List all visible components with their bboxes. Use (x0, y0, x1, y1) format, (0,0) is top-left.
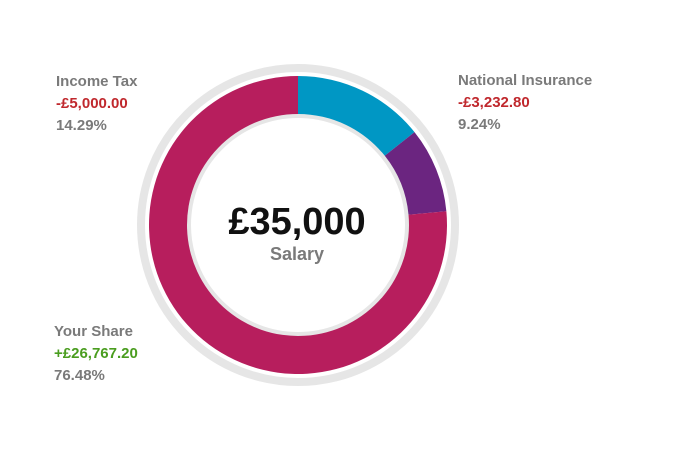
salary-amount: £35,000 (228, 201, 366, 243)
your-share-name: Your Share (54, 323, 133, 340)
salary-caption: Salary (269, 244, 325, 264)
your-share-amount: +£26,767.20 (54, 345, 138, 362)
donut-outer-ring (137, 64, 459, 386)
national-insurance-amount: -£3,232.80 (458, 94, 530, 111)
donut-center: £35,000 Salary (197, 200, 397, 264)
your-share-percent: 76.48% (54, 367, 105, 384)
donut-segment-income-tax (298, 76, 415, 156)
income-tax-name: Income Tax (56, 73, 138, 90)
income-tax-label: Income Tax -£5,000.00 14.29% (56, 71, 137, 137)
national-insurance-percent: 9.24% (458, 116, 501, 133)
national-insurance-label: National Insurance -£3,232.80 9.24% (458, 70, 592, 136)
donut-segment-national-insurance (384, 132, 447, 215)
income-tax-amount: -£5,000.00 (56, 95, 128, 112)
your-share-label: Your Share +£26,767.20 76.48% (54, 321, 138, 387)
national-insurance-name: National Insurance (458, 72, 593, 89)
income-tax-percent: 14.29% (56, 117, 107, 134)
donut-segments (148, 76, 447, 374)
